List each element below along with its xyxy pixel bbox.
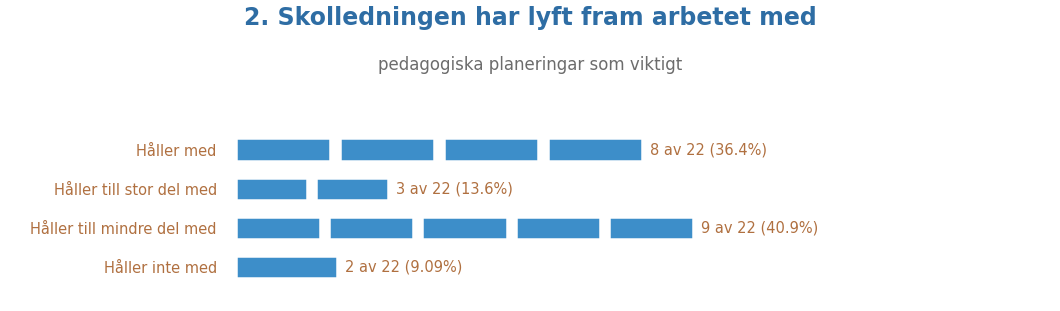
FancyBboxPatch shape (316, 178, 388, 200)
FancyBboxPatch shape (235, 216, 320, 239)
Text: 9 av 22 (40.9%): 9 av 22 (40.9%) (701, 220, 818, 235)
Text: 3 av 22 (13.6%): 3 av 22 (13.6%) (395, 181, 513, 196)
FancyBboxPatch shape (339, 138, 435, 161)
FancyBboxPatch shape (235, 256, 337, 278)
Text: 2 av 22 (9.09%): 2 av 22 (9.09%) (344, 259, 462, 274)
FancyBboxPatch shape (443, 138, 538, 161)
FancyBboxPatch shape (422, 216, 507, 239)
FancyBboxPatch shape (548, 138, 642, 161)
FancyBboxPatch shape (235, 178, 307, 200)
FancyBboxPatch shape (235, 138, 331, 161)
Text: 2. Skolledningen har lyft fram arbetet med: 2. Skolledningen har lyft fram arbetet m… (244, 6, 816, 30)
FancyBboxPatch shape (516, 216, 600, 239)
Text: pedagogiska planeringar som viktigt: pedagogiska planeringar som viktigt (377, 56, 683, 74)
Text: 8 av 22 (36.4%): 8 av 22 (36.4%) (650, 142, 767, 157)
FancyBboxPatch shape (329, 216, 413, 239)
FancyBboxPatch shape (610, 216, 693, 239)
